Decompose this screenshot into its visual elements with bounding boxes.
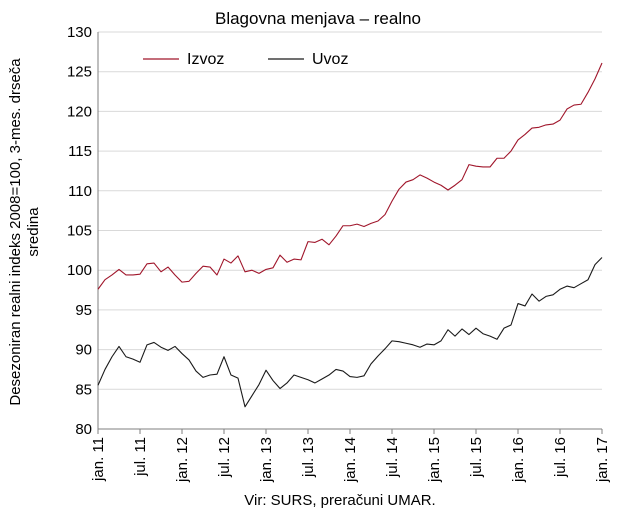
series-lines <box>97 62 603 408</box>
x-tick-label: jul. 16 <box>552 437 569 478</box>
y-axis-label-line: Desezoniran realni indeks 2008=100, 3-me… <box>7 58 24 406</box>
y-tick-label: 120 <box>67 103 92 120</box>
series-line-izvoz <box>97 62 603 290</box>
x-tick-label: jan. 16 <box>510 437 527 483</box>
x-tick-label: jan. 13 <box>258 437 275 483</box>
y-tick-label: 130 <box>67 24 92 41</box>
source-note: Vir: SURS, preračuni UMAR. <box>244 492 435 509</box>
chart-title: Blagovna menjava – realno <box>215 9 421 28</box>
legend-label-uvoz: Uvoz <box>312 51 348 68</box>
y-tick-label: 105 <box>67 223 92 240</box>
y-tick-label: 115 <box>68 143 92 160</box>
y-tick-label: 95 <box>75 302 92 319</box>
legend: Izvoz Uvoz <box>143 51 348 68</box>
x-tick-label: jan. 15 <box>426 437 443 483</box>
legend-label-izvoz: Izvoz <box>187 51 224 68</box>
x-tick-label: jan. 14 <box>342 437 359 483</box>
series-line-uvoz <box>97 257 603 408</box>
y-tick-label: 100 <box>67 262 92 279</box>
y-tick-labels: 80 85 90 95 100 105 110 115 120 125 130 <box>67 24 92 438</box>
y-axis-label-line: sredina <box>25 207 42 257</box>
y-tick-label: 110 <box>68 183 92 200</box>
x-tick-label: jan. 17 <box>594 437 611 483</box>
axes <box>97 32 603 434</box>
x-tick-label: jul. 15 <box>468 437 485 478</box>
x-tick-label: jan. 12 <box>174 437 191 483</box>
y-tick-label: 125 <box>67 64 92 81</box>
x-tick-label: jan. 11 <box>90 437 107 482</box>
gridlines <box>98 31 602 430</box>
y-tick-label: 90 <box>75 342 92 359</box>
x-tick-label: jul. 13 <box>300 437 317 478</box>
x-tick-labels: jan. 11 jul. 11 jan. 12 jul. 12 jan. 13 jul. … <box>90 437 611 483</box>
x-tick-label: jul. 12 <box>216 437 233 478</box>
y-tick-label: 85 <box>75 381 92 398</box>
y-axis-label: Desezoniran realni indeks 2008=100, 3-me… <box>7 58 42 406</box>
x-tick-label: jul. 11 <box>132 437 149 477</box>
y-tick-label: 80 <box>75 421 92 438</box>
x-tick-label: jul. 14 <box>384 437 401 478</box>
